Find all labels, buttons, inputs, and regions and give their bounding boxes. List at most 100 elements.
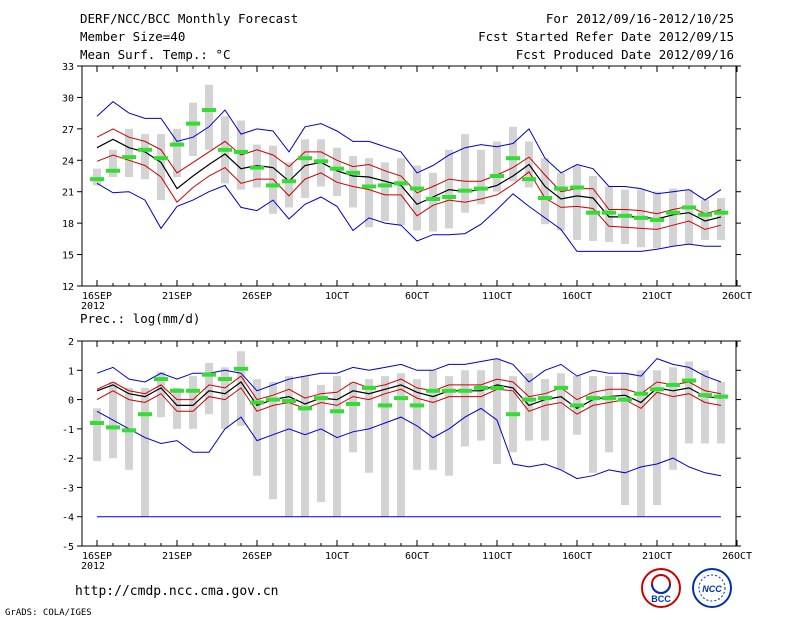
ensemble-box <box>701 370 709 444</box>
obs-marker <box>106 425 120 430</box>
obs-marker <box>122 428 136 433</box>
ensemble-box <box>157 134 165 201</box>
obs-marker <box>714 394 728 399</box>
obs-marker <box>90 177 104 182</box>
obs-marker <box>634 215 648 220</box>
ensemble-box <box>589 376 597 473</box>
y-tick-label: 30 <box>62 93 74 104</box>
x-tick-label: 2012 <box>81 561 105 572</box>
obs-marker <box>330 409 344 414</box>
obs-marker <box>266 183 280 188</box>
y-tick-label: -3 <box>62 483 74 494</box>
y-tick-label: 24 <box>62 156 74 167</box>
x-tick-label: 26SEP <box>242 291 272 302</box>
obs-marker <box>698 212 712 217</box>
ensemble-box <box>221 367 229 429</box>
ensemble-mean-line <box>96 381 722 410</box>
ensemble-box <box>461 134 469 213</box>
x-tick-label: 21SEP <box>162 291 192 302</box>
ensemble-box <box>461 370 469 447</box>
y-tick-label: -4 <box>62 513 74 524</box>
ensemble-box <box>429 172 437 232</box>
ensemble-box <box>541 158 549 225</box>
ensemble-box <box>493 141 501 192</box>
ensemble-box <box>557 373 565 470</box>
ensemble-box <box>125 128 133 178</box>
ensemble-box <box>285 162 293 208</box>
bcc-logo: BCC <box>641 568 681 608</box>
ensemble-box <box>701 200 709 240</box>
ncc-logo-text: NCC <box>702 584 722 594</box>
y-tick-label: 33 <box>62 62 74 73</box>
obs-marker <box>698 393 712 398</box>
obs-marker <box>666 382 680 387</box>
ensemble-box <box>397 373 405 517</box>
ensemble-box <box>349 156 357 208</box>
obs-marker <box>426 388 440 393</box>
obs-marker <box>506 412 520 417</box>
y-tick-label: 0 <box>68 396 74 407</box>
plot-frame <box>81 65 737 287</box>
obs-marker <box>538 196 552 200</box>
obs-marker <box>490 385 504 390</box>
ensemble-box <box>413 379 421 470</box>
ensemble-box <box>477 370 485 441</box>
obs-marker <box>250 165 264 170</box>
obs-marker <box>362 385 376 390</box>
obs-marker <box>106 168 120 173</box>
footer-url[interactable]: http://cmdp.ncc.cma.gov.cn <box>75 584 279 599</box>
x-tick-label: 21OCT <box>642 551 672 562</box>
ensemble-box <box>269 382 277 500</box>
obs-marker <box>554 385 568 390</box>
ensemble-box <box>93 168 101 186</box>
x-tick-label: 16SEP <box>82 551 112 562</box>
ensemble-box <box>285 376 293 517</box>
ensemble-box <box>685 361 693 444</box>
x-tick-label: 21OCT <box>642 291 672 302</box>
obs-marker <box>442 388 456 393</box>
obs-marker <box>650 218 664 222</box>
obs-marker <box>362 184 376 189</box>
x-tick-label: 16OCT <box>562 551 592 562</box>
y-tick-label: 12 <box>62 282 74 293</box>
obs-marker <box>538 396 552 401</box>
obs-marker <box>298 406 312 411</box>
obs-marker <box>330 166 344 171</box>
ensemble-box <box>365 158 373 228</box>
ensemble-box <box>205 362 213 415</box>
ensemble-box <box>605 376 613 453</box>
ensemble-box <box>189 102 197 157</box>
obs-marker <box>666 210 680 215</box>
ncc-logo: NCC <box>692 568 732 608</box>
ensemble-box <box>333 376 341 517</box>
obs-marker <box>650 387 664 392</box>
obs-marker <box>458 388 472 393</box>
x-tick-label: 26OCT <box>722 291 752 302</box>
variable-label: Mean Surf. Temp.: °C <box>80 47 231 62</box>
obs-marker <box>410 186 424 191</box>
started-date: Fcst Started Refer Date 2012/09/15 <box>478 29 734 44</box>
ensemble-box <box>717 382 725 444</box>
ensemble-box <box>397 158 405 226</box>
y-tick-label: -1 <box>62 425 74 436</box>
obs-marker <box>314 159 328 164</box>
y-tick-label: 27 <box>62 125 74 136</box>
ensemble-box <box>381 162 389 222</box>
ensemble-mean-line <box>96 138 722 222</box>
ensemble-box <box>301 376 309 517</box>
x-tick-label: 26OCT <box>722 551 752 562</box>
obs-marker <box>602 210 616 215</box>
obs-marker <box>138 147 152 152</box>
ensemble-box <box>141 387 149 517</box>
obs-marker <box>618 397 632 402</box>
ensemble-box <box>381 376 389 517</box>
obs-marker <box>426 197 440 202</box>
obs-marker <box>282 179 296 184</box>
ensemble-box <box>557 172 565 231</box>
precip-label: Prec.: log(mm/d) <box>80 311 201 326</box>
ensemble-box <box>333 147 341 196</box>
x-tick-label: 2012 <box>81 301 105 312</box>
ensemble-box <box>157 371 165 418</box>
